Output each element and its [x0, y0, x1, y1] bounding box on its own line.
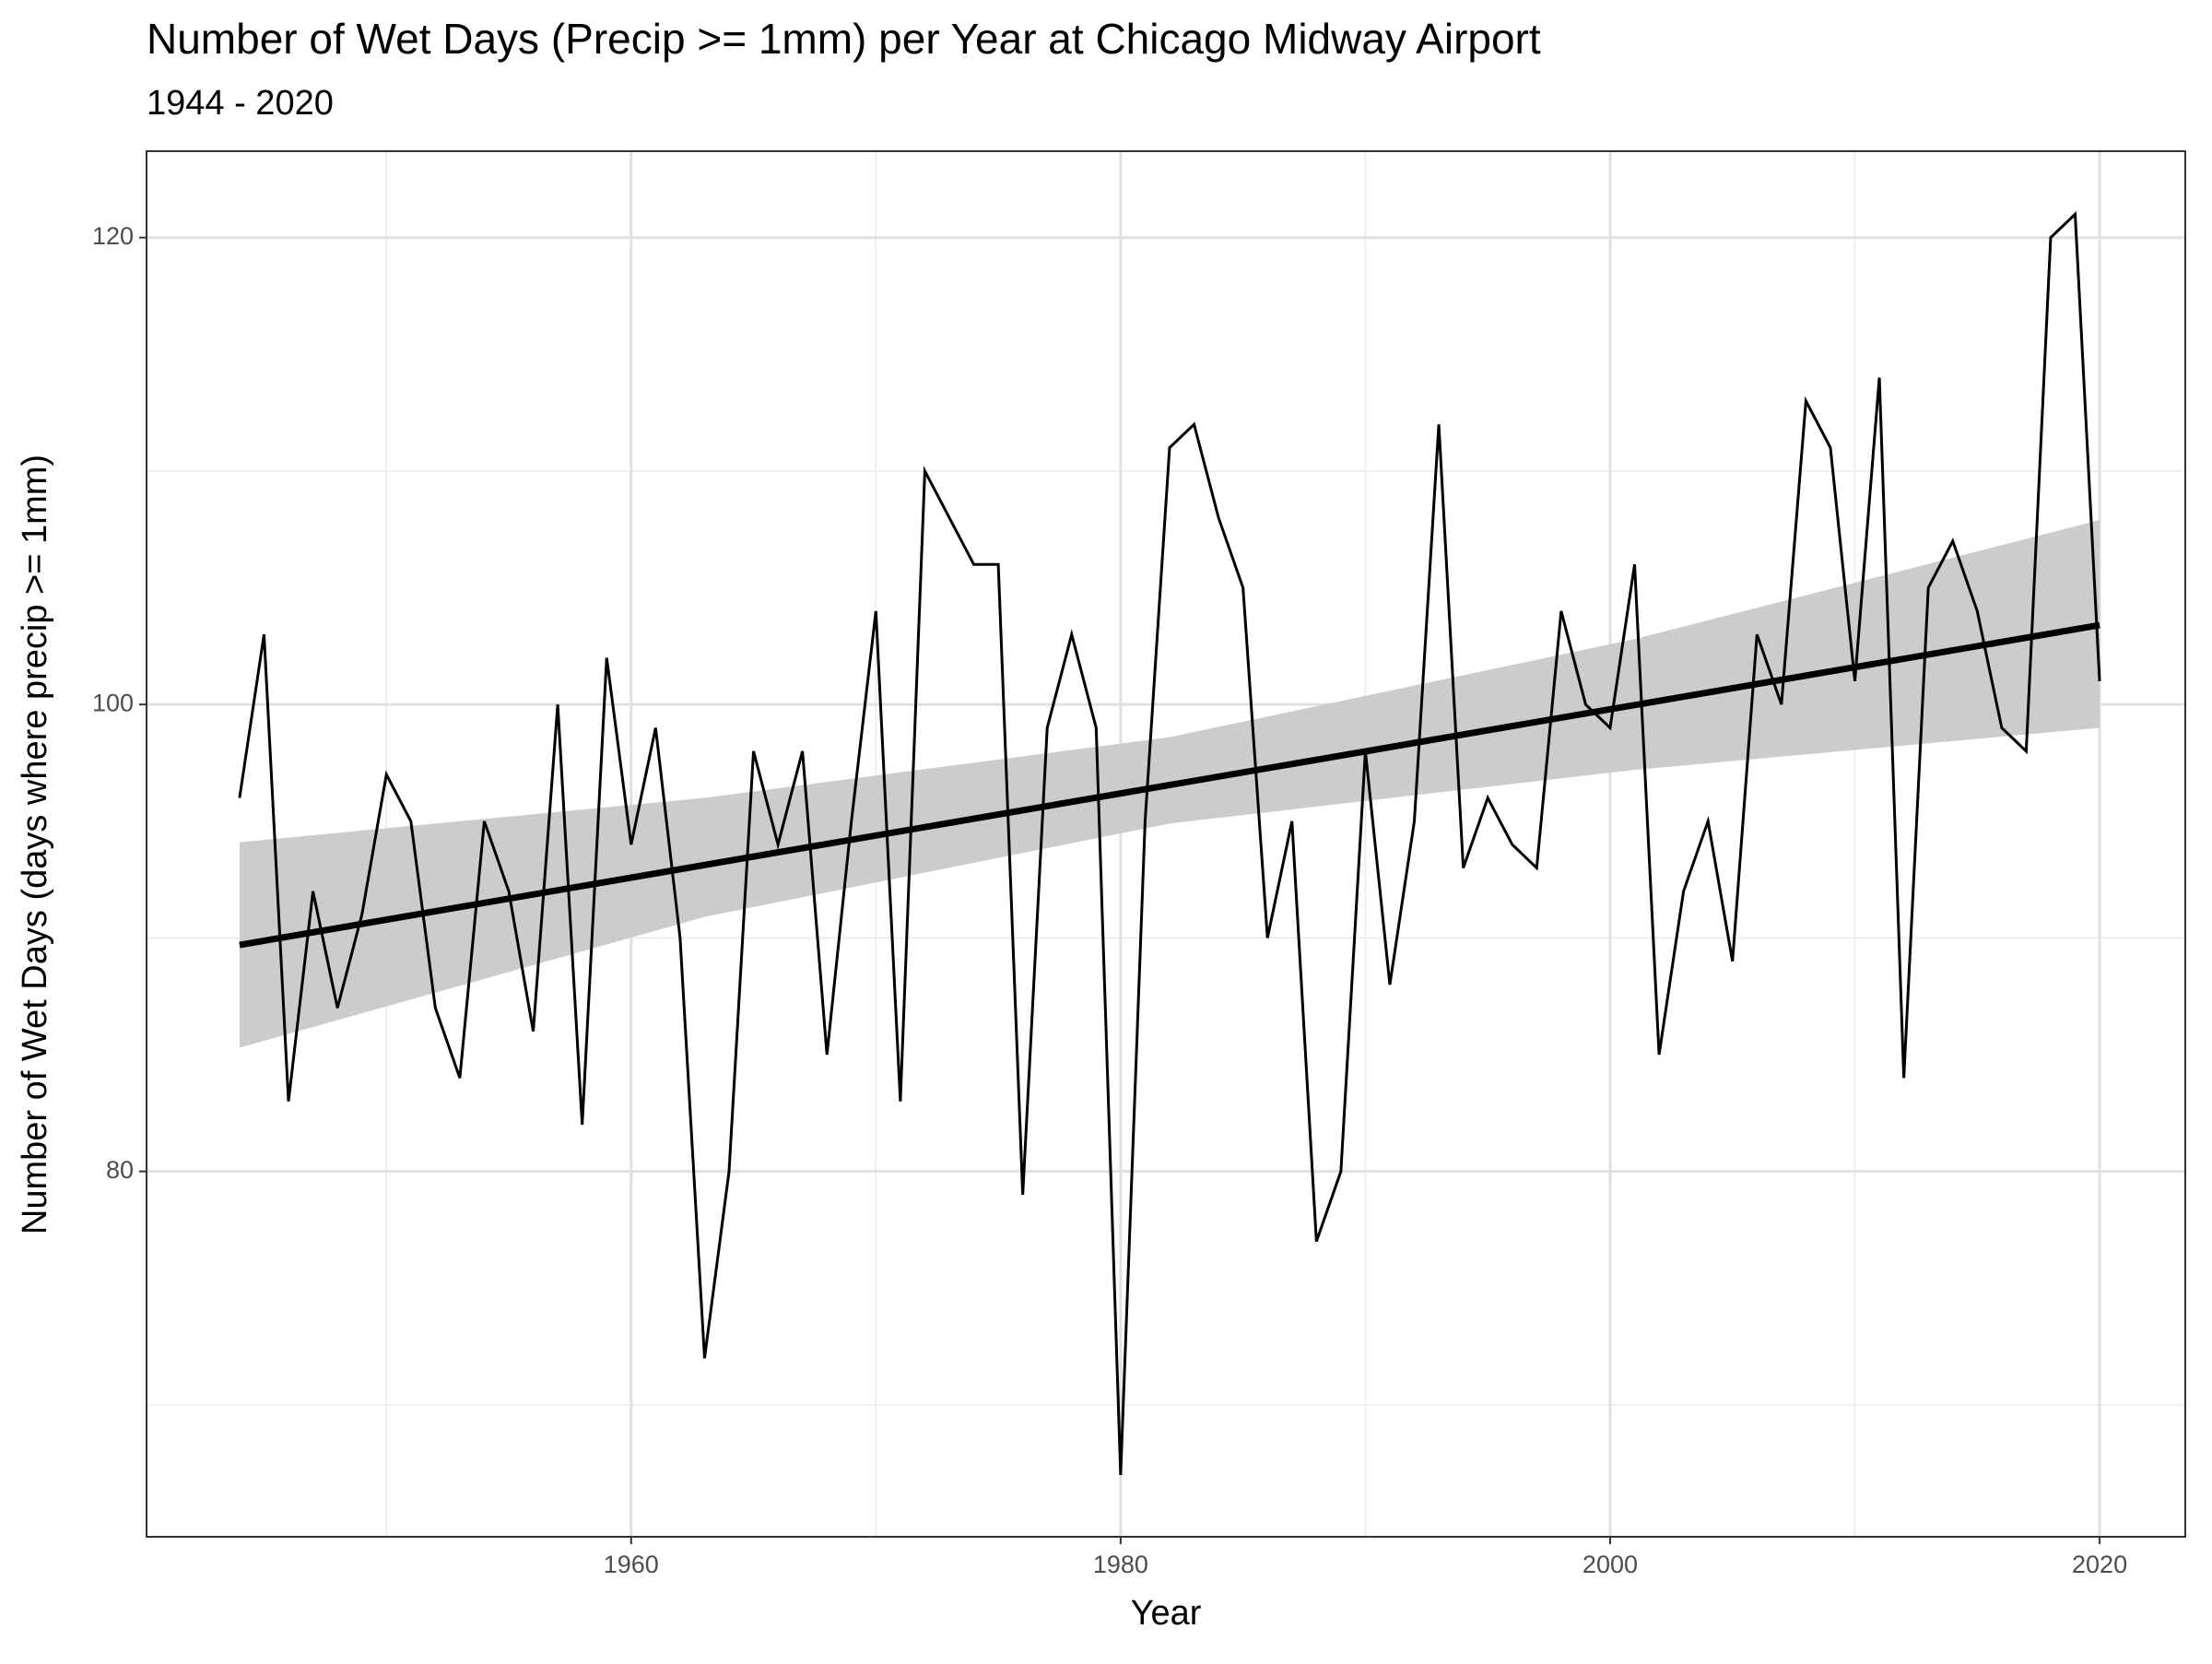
chart-subtitle: 1944 - 2020 [147, 84, 334, 123]
y-tick-label: 100 [92, 689, 134, 716]
x-tick-label: 1980 [1093, 1551, 1148, 1578]
chart-title: Number of Wet Days (Precip >= 1mm) per Y… [147, 15, 1541, 63]
data-line [238, 211, 2101, 1475]
x-tick-label: 2020 [2072, 1551, 2127, 1578]
x-tick-label: 2000 [1583, 1551, 1638, 1578]
marks [238, 211, 2101, 1475]
axes: 80 100 120 1960 1980 2000 2020 [92, 150, 2186, 1578]
x-axis-label: Year [1131, 1594, 1202, 1633]
plot-border [146, 150, 2186, 1538]
y-tick-label: 80 [106, 1156, 134, 1184]
x-tick-label: 1960 [604, 1551, 659, 1578]
trend-line [239, 621, 2100, 949]
y-axis-label: Number of Wet Days (days where precip >=… [16, 454, 54, 1234]
y-tick-label: 120 [92, 222, 134, 250]
